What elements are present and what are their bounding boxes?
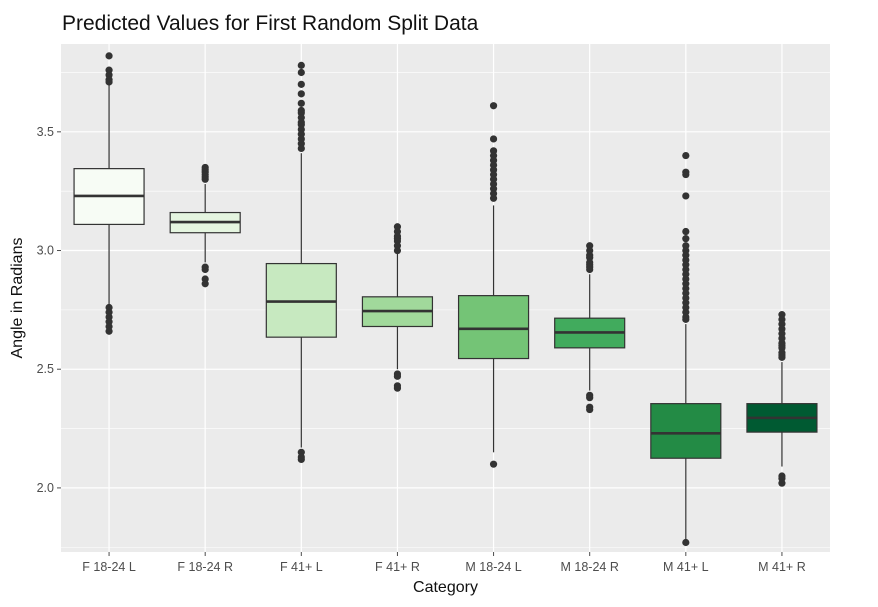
- box-m-41-r: [746, 311, 818, 487]
- x-tick-label: F 18-24 R: [177, 560, 233, 574]
- x-tick-label: F 18-24 L: [82, 560, 136, 574]
- outlier-point: [297, 455, 305, 464]
- box-f-41-l: [265, 61, 337, 464]
- outlier-point: [586, 394, 594, 402]
- outlier-point: [778, 479, 786, 487]
- outlier-point: [489, 135, 498, 143]
- outlier-point: [489, 460, 498, 468]
- outlier-point: [586, 405, 594, 414]
- outlier-point: [393, 372, 402, 380]
- outlier-point: [297, 68, 305, 77]
- outlier-point: [201, 175, 209, 183]
- y-tick-label: 2.5: [37, 362, 54, 376]
- y-tick-label: 2.0: [37, 481, 54, 495]
- outlier-point: [105, 52, 113, 60]
- x-tick-label: F 41+ R: [375, 560, 420, 574]
- outlier-point: [201, 280, 209, 288]
- outlier-point: [489, 102, 498, 110]
- box-iqr: [457, 295, 530, 360]
- y-axis-ticks: 2.0 2.5 3.0 3.5: [37, 125, 61, 495]
- box-m-18-24-l: [457, 102, 530, 468]
- box-f-18-24-r: [169, 163, 241, 288]
- box-m-18-24-r: [554, 242, 626, 414]
- x-tick-label: M 41+ L: [663, 560, 709, 574]
- minor-gridlines: [61, 72, 830, 548]
- outlier-point: [297, 90, 305, 98]
- box-m-41-l: [650, 151, 722, 547]
- outlier-point: [682, 538, 690, 547]
- outlier-point: [105, 78, 113, 86]
- x-tick-label: M 18-24 R: [561, 560, 619, 574]
- box-iqr: [650, 403, 722, 459]
- outlier-point: [201, 265, 209, 274]
- outlier-point: [682, 170, 690, 179]
- x-axis-ticks: F 18-24 L F 18-24 R F 41+ L F 41+ R M 18-24 …: [82, 552, 806, 574]
- outlier-point: [489, 194, 498, 202]
- outlier-point: [297, 144, 305, 153]
- outlier-point: [393, 246, 402, 255]
- outlier-point: [682, 192, 690, 200]
- outlier-point: [682, 227, 690, 236]
- outlier-point: [393, 384, 402, 392]
- outlier-point: [778, 353, 786, 361]
- box-f-41-r: [361, 223, 434, 392]
- outlier-point: [297, 61, 305, 69]
- outlier-point: [297, 80, 305, 88]
- box-f-18-24-l: [73, 52, 145, 335]
- outlier-point: [586, 265, 594, 274]
- outlier-point: [105, 327, 113, 335]
- y-axis-title: Angle in Radians: [9, 238, 26, 359]
- x-tick-label: M 18-24 L: [465, 560, 521, 574]
- outlier-point: [297, 99, 305, 107]
- x-tick-label: F 41+ L: [280, 560, 323, 574]
- x-tick-label: M 41+ R: [758, 560, 806, 574]
- outlier-point: [682, 151, 690, 160]
- outlier-point: [682, 315, 690, 323]
- y-tick-label: 3.0: [37, 244, 54, 258]
- y-tick-label: 3.5: [37, 125, 54, 139]
- x-axis-title: Category: [413, 579, 478, 596]
- chart-title: Predicted Values for First Random Split …: [62, 12, 479, 35]
- boxes-layer: [73, 52, 818, 547]
- outlier-point: [682, 235, 690, 243]
- plot-panel: [61, 44, 830, 552]
